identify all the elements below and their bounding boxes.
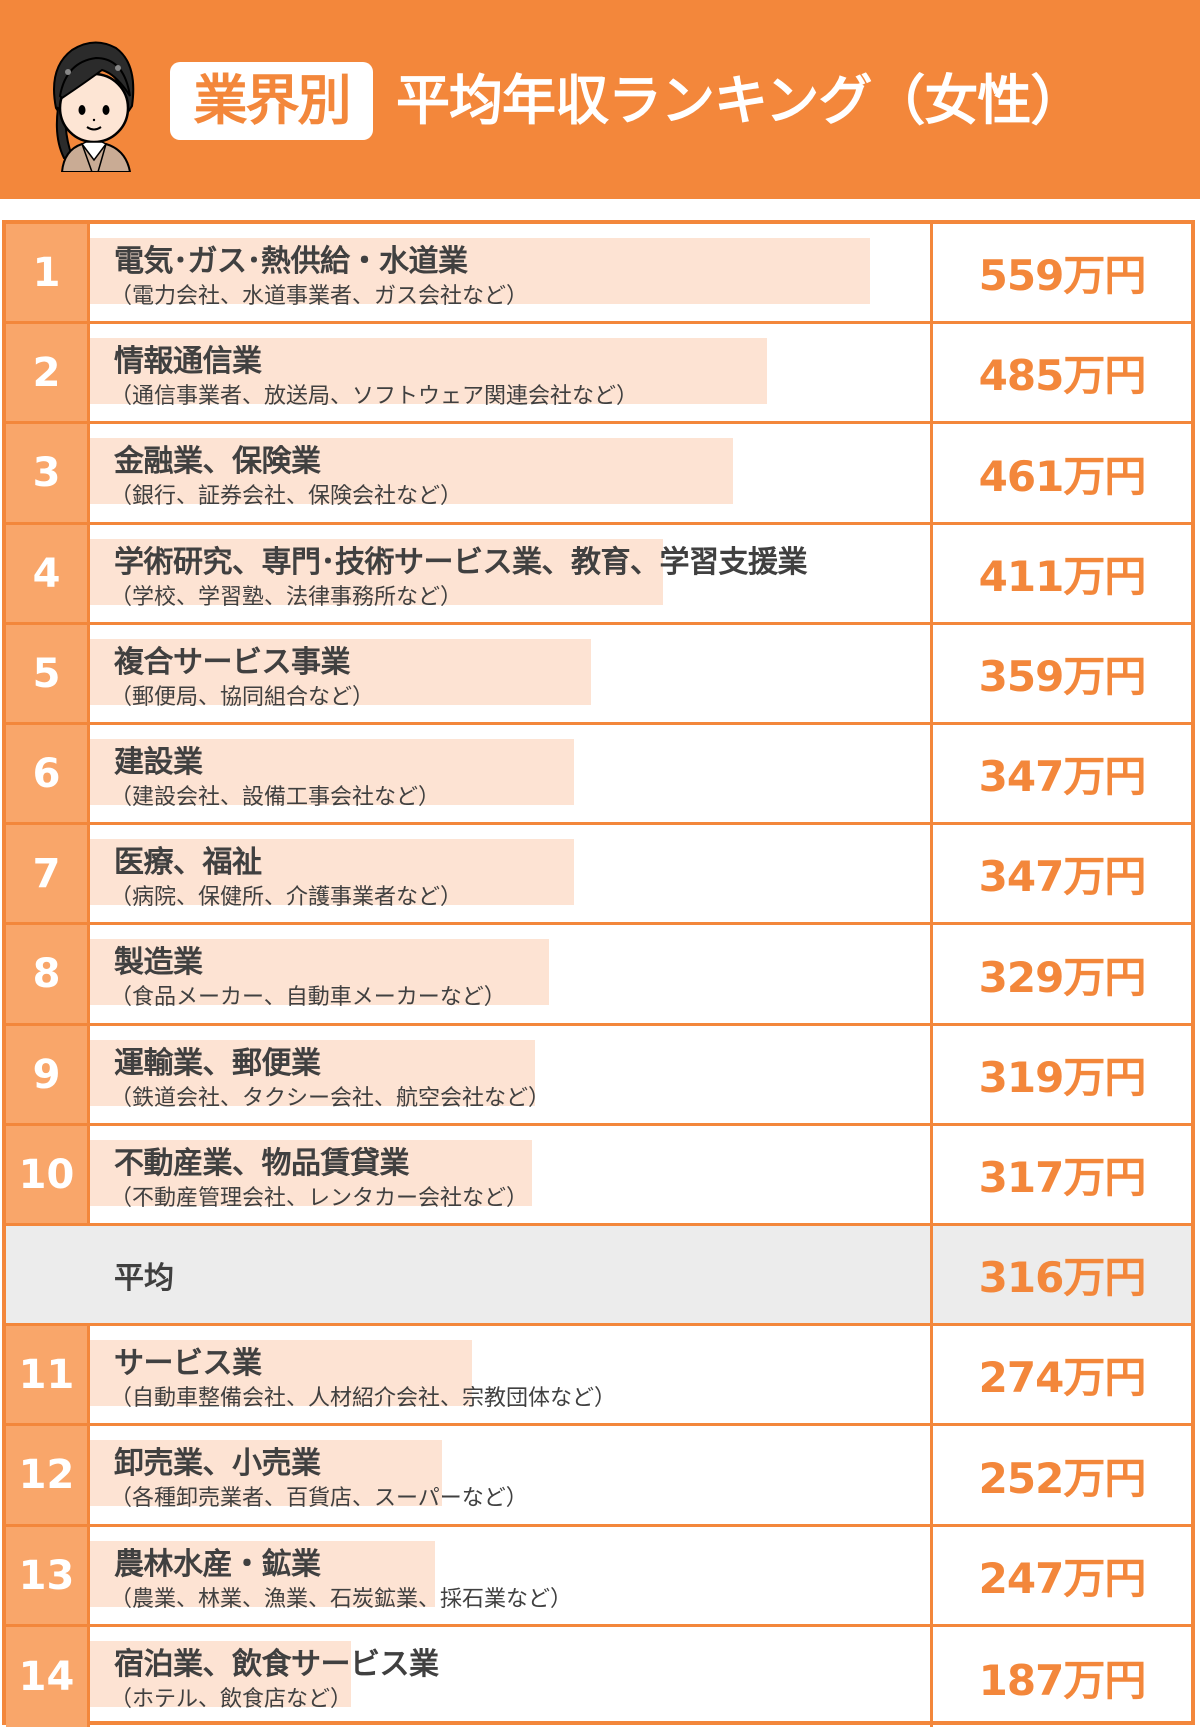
rank-number: 10 — [6, 1126, 90, 1223]
industry-name: 製造業 — [114, 945, 203, 980]
salary-value: 411万円 — [930, 525, 1191, 622]
salary-bar — [90, 438, 733, 504]
industry-name: 電気･ガス･熱供給・水道業 — [114, 244, 468, 279]
industry-name: 医療、福祉 — [114, 845, 262, 880]
industry-name: 運輸業、郵便業 — [114, 1046, 321, 1081]
industry-name: サービス業 — [114, 1346, 262, 1381]
industry-examples: （農業、林業、漁業、石炭鉱業、採石業など） — [110, 1587, 573, 1612]
header-banner: 業界別 平均年収ランキング（女性） — [0, 0, 1200, 199]
table-row: 11 サービス業 （自動車整備会社、人材紹介会社、宗教団体など） 274万円 — [6, 1326, 1191, 1426]
industry-name: 卸売業、小売業 — [114, 1446, 321, 1481]
industry-examples: （病院、保健所、介護事業者など） — [110, 885, 463, 910]
industry-name: 建設業 — [114, 745, 203, 780]
industry-examples: （不動産管理会社、レンタカー会社など） — [110, 1186, 529, 1211]
salary-bar — [90, 839, 574, 905]
salary-bar — [90, 338, 767, 404]
salary-bar — [90, 1040, 535, 1106]
rank-number: 14 — [6, 1627, 90, 1727]
rank-number: 8 — [6, 925, 90, 1023]
ranking-table: 1 電気･ガス･熱供給・水道業 （電力会社、水道事業者、ガス会社など） 559万… — [2, 220, 1195, 1727]
industry-examples: （電力会社、水道事業者、ガス会社など） — [110, 284, 529, 309]
salary-bar — [90, 1541, 435, 1607]
industry-examples: （鉄道会社、タクシー会社、航空会社など） — [110, 1086, 551, 1111]
table-row: 9 運輸業、郵便業 （鉄道会社、タクシー会社、航空会社など） 319万円 — [6, 1026, 1191, 1126]
table-row: 5 複合サービス事業 （郵便局、協同組合など） 359万円 — [6, 625, 1191, 725]
industry-name: 金融業、保険業 — [114, 444, 321, 479]
rank-number: 9 — [6, 1026, 90, 1123]
table-row: 7 医療、福祉 （病院、保健所、介護事業者など） 347万円 — [6, 825, 1191, 925]
salary-value: 461万円 — [930, 424, 1191, 522]
salary-bar — [90, 639, 591, 705]
industry-name: 農林水産・鉱業 — [114, 1547, 321, 1582]
salary-value: 317万円 — [930, 1126, 1191, 1223]
rank-number: 5 — [6, 625, 90, 722]
rank-number: 13 — [6, 1527, 90, 1624]
salary-value: 252万円 — [930, 1426, 1191, 1524]
salary-bar — [90, 1140, 532, 1206]
salary-value: 359万円 — [930, 625, 1191, 722]
woman-avatar-icon — [42, 38, 144, 173]
industry-examples: （食品メーカー、自動車メーカーなど） — [110, 985, 506, 1010]
salary-bar — [90, 1340, 472, 1406]
industry-name: 宿泊業、飲食サービス業 — [114, 1647, 439, 1682]
industry-examples: （建設会社、設備工事会社など） — [110, 785, 441, 810]
rank-number: 6 — [6, 725, 90, 822]
average-label: 平均 — [114, 1260, 174, 1296]
salary-bar — [90, 1440, 442, 1506]
salary-value: 559万円 — [930, 224, 1191, 321]
industry-examples: （銀行、証券会社、保険会社など） — [110, 484, 463, 509]
industry-name: 情報通信業 — [114, 344, 262, 379]
table-row: 4 学術研究、専門･技術サービス業、教育、学習支援業 （学校、学習塾、法律事務所… — [6, 525, 1191, 625]
industry-name: 不動産業、物品賃貸業 — [114, 1146, 410, 1181]
industry-examples: （学校、学習塾、法律事務所など） — [110, 585, 463, 610]
salary-value: 187万円 — [930, 1627, 1191, 1727]
table-row: 10 不動産業、物品賃貸業 （不動産管理会社、レンタカー会社など） 317万円 — [6, 1126, 1191, 1226]
rank-number: 4 — [6, 525, 90, 622]
rank-number: 11 — [6, 1326, 90, 1423]
salary-value: 347万円 — [930, 725, 1191, 822]
industry-examples: （ホテル、飲食店など） — [110, 1687, 353, 1712]
industry-badge: 業界別 — [170, 62, 373, 140]
table-row: 3 金融業、保険業 （銀行、証券会社、保険会社など） 461万円 — [6, 424, 1191, 525]
average-row: 平均 316万円 — [6, 1226, 1191, 1326]
table-row: 13 農林水産・鉱業 （農業、林業、漁業、石炭鉱業、採石業など） 247万円 — [6, 1527, 1191, 1627]
salary-value: 274万円 — [930, 1326, 1191, 1423]
industry-name: 複合サービス事業 — [114, 645, 351, 680]
salary-value: 485万円 — [930, 324, 1191, 421]
table-row: 14 宿泊業、飲食サービス業 （ホテル、飲食店など） 187万円 — [6, 1627, 1191, 1727]
salary-bar — [90, 739, 574, 805]
table-row: 1 電気･ガス･熱供給・水道業 （電力会社、水道事業者、ガス会社など） 559万… — [6, 224, 1191, 324]
rank-number: 7 — [6, 825, 90, 922]
salary-bar — [90, 238, 870, 304]
rank-number: 2 — [6, 324, 90, 421]
industry-examples: （通信事業者、放送局、ソフトウェア関連会社など） — [110, 384, 639, 409]
rank-number: 1 — [6, 224, 90, 321]
salary-bar — [90, 539, 663, 605]
salary-bar — [90, 939, 549, 1005]
average-value: 316万円 — [930, 1226, 1191, 1323]
table-row: 12 卸売業、小売業 （各種卸売業者、百貨店、スーパーなど） 252万円 — [6, 1426, 1191, 1527]
industry-examples: （自動車整備会社、人材紹介会社、宗教団体など） — [110, 1386, 617, 1411]
table-row: 2 情報通信業 （通信事業者、放送局、ソフトウェア関連会社など） 485万円 — [6, 324, 1191, 424]
industry-examples: （各種卸売業者、百貨店、スーパーなど） — [110, 1486, 528, 1511]
salary-value: 347万円 — [930, 825, 1191, 922]
page-title: 平均年収ランキング（女性） — [396, 69, 1084, 132]
rank-number: 12 — [6, 1426, 90, 1524]
industry-name: 学術研究、専門･技術サービス業、教育、学習支援業 — [114, 545, 808, 580]
rank-number: 3 — [6, 424, 90, 522]
table-row: 8 製造業 （食品メーカー、自動車メーカーなど） 329万円 — [6, 925, 1191, 1026]
industry-examples: （郵便局、協同組合など） — [110, 685, 375, 710]
salary-value: 329万円 — [930, 925, 1191, 1023]
table-row: 6 建設業 （建設会社、設備工事会社など） 347万円 — [6, 725, 1191, 825]
salary-bar — [90, 1641, 351, 1707]
salary-value: 319万円 — [930, 1026, 1191, 1123]
salary-value: 247万円 — [930, 1527, 1191, 1624]
